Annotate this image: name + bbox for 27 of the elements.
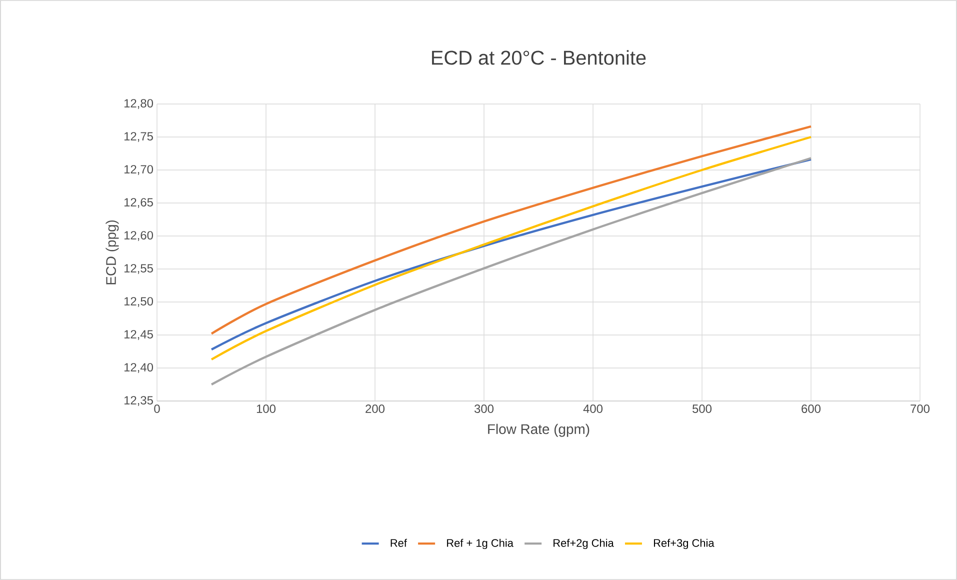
y-tick-label: 12,80 — [124, 99, 154, 109]
y-axis-title: ECD (ppg) — [106, 220, 119, 284]
x-tick-label: 600 — [802, 404, 821, 413]
x-tick-label: 700 — [910, 404, 930, 413]
chart-title: ECD at 20°C - Bentonite — [432, 50, 646, 65]
y-tick-label: 12,45 — [124, 330, 153, 340]
line-series — [210, 125, 812, 335]
y-tick-label: 12,55 — [124, 264, 153, 274]
y-tick-label: 12,50 — [124, 297, 154, 307]
x-axis-title: Flow Rate (gpm) — [488, 424, 590, 437]
x-tick-label: 400 — [583, 404, 603, 413]
legend-label: Ref — [390, 538, 407, 547]
legend-label: Ref + 1g Chia — [447, 538, 514, 550]
y-tick-label: 12,75 — [124, 132, 153, 142]
x-tick-label: 300 — [474, 404, 494, 413]
legend-label: Ref+3g Chia — [654, 538, 714, 550]
x-tick-label: 500 — [692, 404, 712, 413]
y-tick-label: 12,65 — [124, 198, 153, 208]
y-tick-label: 12,60 — [124, 231, 154, 241]
x-tick-label: 100 — [256, 404, 276, 413]
line-series — [210, 157, 812, 386]
x-tick-label: 0 — [154, 404, 160, 413]
x-tick-label: 200 — [366, 404, 385, 413]
y-tick-label: 12,70 — [124, 165, 154, 175]
y-tick-label: 12,40 — [124, 363, 154, 373]
legend-label: Ref+2g Chia — [554, 538, 614, 550]
y-tick-label: 12,35 — [124, 396, 153, 406]
